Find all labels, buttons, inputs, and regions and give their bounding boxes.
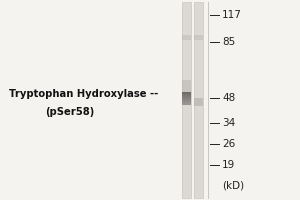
- Bar: [194, 98, 202, 106]
- Text: 34: 34: [222, 118, 235, 128]
- Bar: [194, 2, 202, 198]
- Bar: [194, 34, 202, 40]
- Text: 117: 117: [222, 10, 242, 20]
- Bar: [182, 93, 190, 94]
- Bar: [182, 94, 190, 95]
- Text: 85: 85: [222, 37, 235, 47]
- Text: Tryptophan Hydroxylase --: Tryptophan Hydroxylase --: [9, 89, 158, 99]
- Bar: [182, 96, 190, 97]
- Bar: [182, 99, 190, 100]
- Bar: [182, 103, 190, 104]
- Bar: [182, 102, 190, 103]
- Bar: [182, 34, 190, 40]
- Bar: [182, 97, 190, 98]
- Bar: [182, 92, 190, 93]
- Text: (kD): (kD): [222, 181, 244, 191]
- Bar: [182, 101, 190, 102]
- Text: 26: 26: [222, 139, 235, 149]
- Text: (pSer58): (pSer58): [45, 107, 94, 117]
- Text: 48: 48: [222, 93, 235, 103]
- Bar: [182, 2, 190, 198]
- Bar: [182, 79, 190, 92]
- Bar: [182, 95, 190, 96]
- Text: 19: 19: [222, 160, 235, 170]
- Bar: [182, 100, 190, 101]
- Bar: [182, 98, 190, 99]
